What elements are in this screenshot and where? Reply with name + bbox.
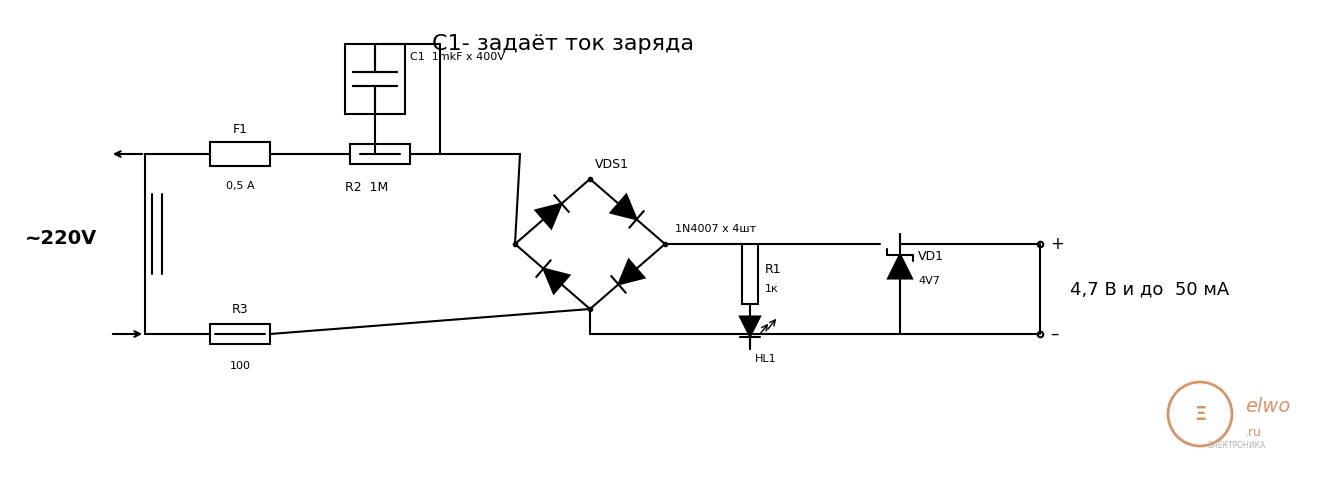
Text: R3: R3 [232,303,248,316]
Polygon shape [535,204,562,228]
Text: .ru: .ru [1244,425,1262,439]
Text: F1: F1 [232,123,248,136]
Polygon shape [740,317,760,336]
Text: 1N4007 x 4шт: 1N4007 x 4шт [675,224,756,234]
Text: –: – [1050,325,1058,343]
Bar [345,44,405,114]
Text: HL1: HL1 [755,354,776,364]
Text: elwo: elwo [1244,397,1290,417]
Text: R2  1M: R2 1M [345,181,389,194]
Text: VDS1: VDS1 [595,158,629,171]
Text: ЭЛЕКТРОНИКА: ЭЛЕКТРОНИКА [1208,441,1266,451]
Polygon shape [543,269,570,293]
Circle shape [1168,382,1232,446]
Text: C1  1mkF x 400V: C1 1mkF x 400V [410,52,504,62]
Text: +: + [1050,235,1063,253]
Text: VD1: VD1 [919,250,944,263]
Text: 100: 100 [229,361,251,371]
Text: 1к: 1к [764,284,779,294]
Text: 4V7: 4V7 [919,276,940,287]
Bar [350,144,410,164]
Text: R1: R1 [764,262,782,275]
Bar [211,324,270,344]
Text: 0,5 А: 0,5 А [225,181,255,191]
Text: ~220V: ~220V [25,229,98,248]
Text: C1- задаёт ток заряда: C1- задаёт ток заряда [432,34,695,54]
Text: Ξ: Ξ [1193,405,1206,424]
Polygon shape [888,255,912,278]
Bar [742,244,758,304]
Text: 4,7 В и до  50 мА: 4,7 В и до 50 мА [1070,280,1230,298]
Polygon shape [610,195,637,219]
Bar [211,142,270,166]
Polygon shape [618,259,645,285]
